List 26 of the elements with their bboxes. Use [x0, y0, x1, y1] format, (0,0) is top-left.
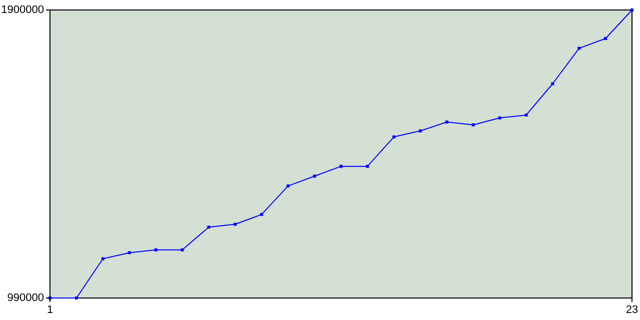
point	[340, 164, 342, 168]
point	[524, 114, 528, 117]
line-series	[48, 8, 634, 300]
point	[180, 248, 184, 252]
x-tick-label: 23	[626, 304, 638, 316]
point	[101, 257, 104, 260]
point	[498, 116, 502, 120]
point	[128, 251, 131, 254]
point	[154, 248, 158, 252]
x-tick-label: 1	[46, 304, 54, 316]
point	[286, 184, 290, 188]
point	[366, 164, 369, 168]
point	[604, 36, 608, 40]
point	[472, 123, 475, 126]
point	[260, 212, 264, 216]
point	[578, 46, 581, 50]
point	[418, 129, 422, 132]
point	[74, 296, 78, 300]
point	[207, 226, 210, 229]
point	[392, 135, 396, 138]
y-tick-label: 1900000	[1, 4, 44, 16]
point	[551, 82, 554, 86]
point	[313, 174, 316, 178]
y-tick-label: 990000	[7, 292, 44, 304]
point	[234, 222, 237, 226]
point	[445, 120, 448, 124]
